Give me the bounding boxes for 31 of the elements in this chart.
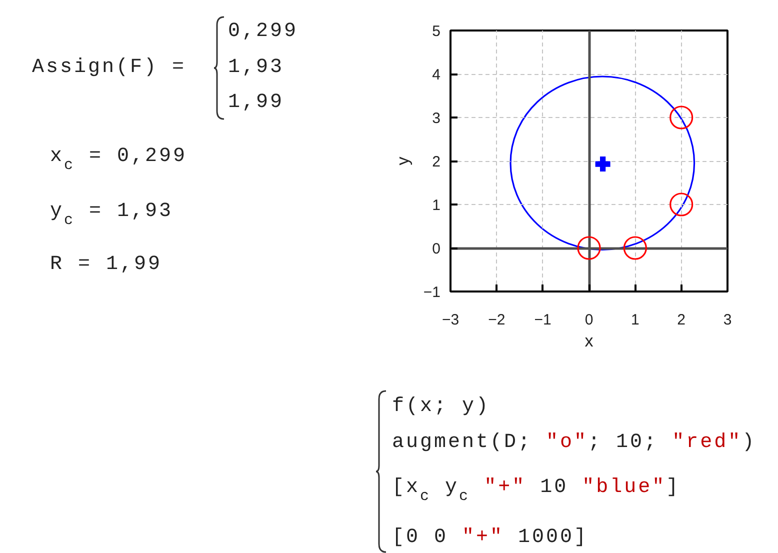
x-tick-label: 0 <box>584 312 594 328</box>
text: 1,99 <box>228 91 284 115</box>
text: 1,93 <box>228 56 284 80</box>
y-tick-label: 5 <box>432 23 440 40</box>
point <box>670 192 694 216</box>
y-tick-label: 3 <box>432 110 440 127</box>
x-tick-label: 1 <box>630 312 640 328</box>
text: [x$_{c}$ y$_{c}$ "+" 10 "blue"] <box>392 476 680 506</box>
point <box>577 236 601 260</box>
point <box>670 106 694 130</box>
y-tick-label: 2 <box>432 154 440 170</box>
text: augment(D; "o"; 10; "red") <box>392 431 756 455</box>
x-tick-label: 2 <box>677 312 686 328</box>
text: y$_{c}$ = 1,93 <box>50 200 174 230</box>
x-tick-label: −2 <box>488 312 506 328</box>
x-tick-label: 3 <box>723 312 732 328</box>
y-tick-label: 1 <box>432 197 440 214</box>
x-axis-title: x <box>584 332 594 350</box>
point <box>623 236 647 260</box>
text: Assign(F) = <box>32 56 186 80</box>
text: [0 0 "+" 1000] <box>392 526 588 550</box>
text: R = 1,99 <box>50 253 162 277</box>
y-axis-title: y <box>393 156 412 166</box>
y-tick-label: 0 <box>432 240 440 258</box>
text: x$_{c}$ = 0,299 <box>50 145 188 175</box>
text: 0,299 <box>228 20 298 44</box>
y-tick-label: −1 <box>423 284 441 301</box>
text: f(x; y) <box>392 395 490 419</box>
y-tick-label: 4 <box>432 66 440 84</box>
x-tick-label: −1 <box>534 312 552 328</box>
x-tick-label: −3 <box>442 312 460 328</box>
